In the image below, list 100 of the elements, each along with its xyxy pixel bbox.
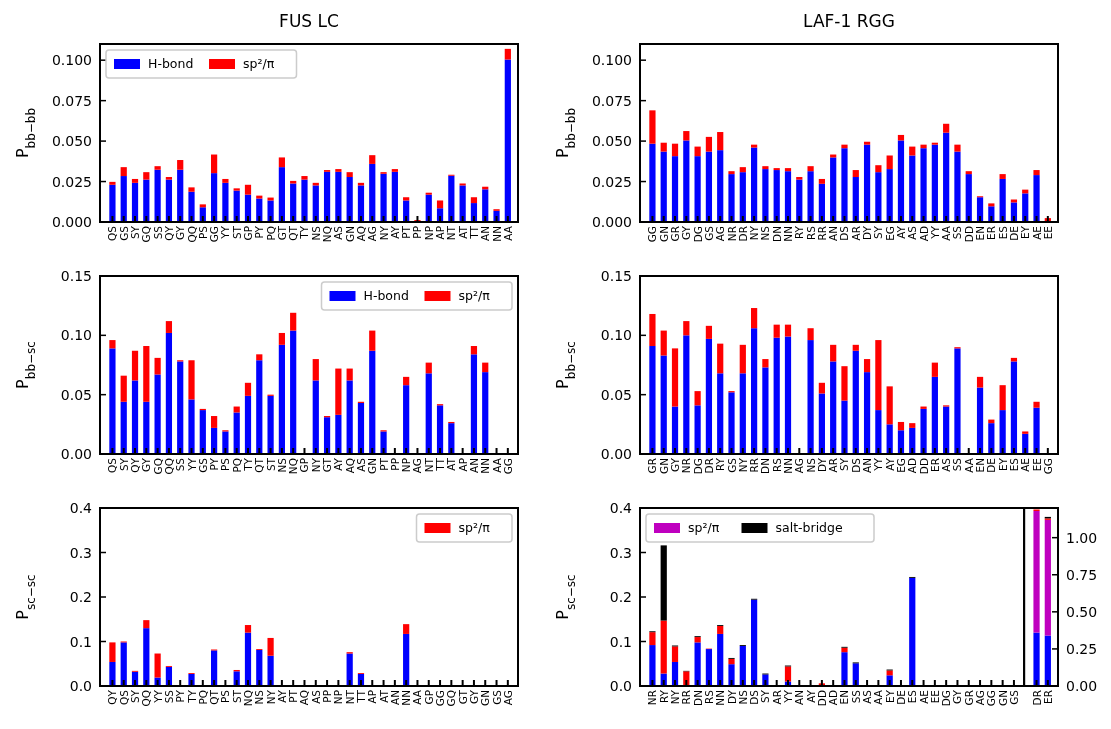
x-tick-label: GP [422, 690, 435, 705]
x-tick-label: PY [174, 689, 187, 703]
x-tick-label: GG [208, 226, 221, 243]
x-tick-label: TY [298, 225, 311, 240]
y-tick-label: 0.000 [591, 214, 632, 230]
x-tick-label: AN [861, 458, 874, 474]
x-tick-label: AQ [343, 458, 356, 474]
x-tick-label: SY [129, 225, 142, 240]
x-tick-label: NS [275, 457, 288, 473]
x-tick-label: NS [253, 689, 266, 705]
y-tick-label: 0.000 [51, 214, 92, 230]
x-tick-label: AY [883, 457, 896, 471]
x-tick-label: NN [490, 226, 503, 242]
x-tick-label: PS [196, 225, 209, 239]
x-tick-label: SS [951, 225, 964, 240]
x-tick-label: AA [411, 689, 424, 705]
x-tick-label: NR [646, 690, 659, 706]
x-tick-label: AP [434, 226, 447, 240]
y-tick-label: 0.1 [69, 633, 92, 650]
x-tick-label: AS [309, 689, 322, 704]
x-tick-label: YY [185, 457, 198, 472]
x-tick-label: DE [1007, 226, 1020, 241]
x-tick-label: GT [456, 689, 469, 705]
x-tick-label: PT [400, 225, 413, 239]
legend-label: H-bond [148, 56, 194, 71]
x-tick-label: GR [962, 690, 975, 706]
x-tick-label: GP [241, 226, 254, 241]
x-tick-label: PQ [264, 226, 277, 241]
x-tick-label: NR [725, 226, 738, 242]
x-tick-label: ES [906, 689, 919, 704]
y-tick-label: 0.00 [600, 446, 632, 462]
x-tick-label: DG [940, 690, 953, 707]
x-tick-label: ER [985, 226, 998, 240]
x-tick-label: PY [208, 457, 221, 471]
x-tick-label: RY [793, 225, 806, 240]
x-tick-label: GG [501, 458, 514, 475]
x-tick-label: AS [861, 689, 874, 704]
x-tick-label: DS [838, 225, 851, 241]
x-tick-label: DR [1030, 690, 1043, 706]
x-tick-label: GN [366, 458, 379, 474]
x-tick-label: EE [1030, 458, 1043, 472]
x-tick-label: DY [815, 457, 828, 472]
x-tick-label: NY [264, 689, 277, 705]
x-tick-label: EN [838, 690, 851, 705]
x-tick-label: AA [940, 225, 953, 241]
x-tick-label: DD [917, 458, 930, 475]
chart-title: FUS LC [279, 11, 339, 31]
x-tick-label: DG [691, 226, 704, 243]
x-tick-label: ER [1041, 690, 1054, 704]
x-tick-label: GT [321, 457, 334, 473]
x-tick-label: NP [422, 226, 435, 241]
x-tick-label: GY [174, 225, 187, 241]
x-tick-label: AY [275, 689, 288, 703]
y-tick-label: 0.10 [600, 327, 632, 344]
x-tick-label: AP [366, 690, 379, 704]
x-tick-label: YY [928, 225, 941, 240]
x-tick-label: PQ [230, 458, 243, 473]
legend-label: sp²/π [458, 288, 491, 303]
x-tick-label: DE [985, 458, 998, 473]
legend-label: sp²/π [458, 520, 491, 535]
x-tick-label: RS [702, 689, 715, 704]
x-tick-label: NS [804, 457, 817, 473]
x-tick-label: YY [151, 689, 164, 704]
x-tick-label: ST [230, 225, 243, 240]
x-tick-label: GY [680, 225, 693, 241]
x-tick-label: AA [490, 457, 503, 473]
x-tick-label: TT [434, 457, 447, 472]
x-tick-label: TT [467, 225, 480, 240]
x-tick-label: AS [906, 225, 919, 240]
x-tick-label: AY [894, 225, 907, 239]
x-tick-label: ST [230, 689, 243, 704]
x-tick-label: GR [646, 458, 659, 474]
x-tick-label: DN [759, 458, 772, 474]
x-tick-label: ES [1007, 457, 1020, 472]
x-tick-label: AA [962, 457, 975, 473]
x-tick-label: DY [861, 225, 874, 240]
x-tick-label: NQ [321, 226, 334, 243]
x-tick-label: GG [985, 690, 998, 707]
y-tick-label: 0.0 [609, 678, 632, 694]
x-tick-label: SY [129, 689, 142, 704]
x-tick-label: NT [445, 225, 458, 241]
y-tick-label: 0.075 [51, 92, 92, 109]
y-tick-label: 0.025 [51, 173, 92, 190]
x-tick-label: QQ [140, 690, 153, 707]
x-tick-label: AN [827, 226, 840, 242]
x-tick-label: GG [434, 690, 447, 707]
x-tick-label: NQ [287, 458, 300, 475]
x-tick-label: AQ [354, 226, 367, 242]
x-tick-label: DR [702, 458, 715, 474]
y2-tick-label: 0.25 [1066, 640, 1098, 657]
x-tick-label: AR [827, 458, 840, 473]
x-tick-label: PS [219, 689, 232, 703]
x-tick-label: GT [275, 225, 288, 241]
x-tick-label: GS [196, 457, 209, 473]
x-tick-label: AR [849, 226, 862, 241]
x-tick-label: QY [106, 689, 119, 705]
x-tick-label: AN [479, 226, 492, 242]
x-tick-label: PP [321, 690, 334, 703]
x-tick-label: AE [1019, 458, 1032, 472]
x-tick-label: GS [117, 225, 130, 241]
